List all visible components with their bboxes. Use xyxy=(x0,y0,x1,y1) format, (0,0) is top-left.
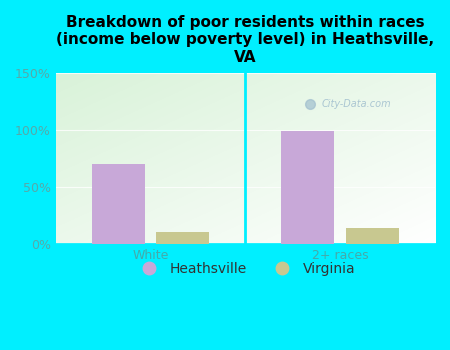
Bar xyxy=(346,228,399,244)
Bar xyxy=(156,232,209,244)
Bar xyxy=(281,131,334,244)
Title: Breakdown of poor residents within races
(income below poverty level) in Heathsv: Breakdown of poor residents within races… xyxy=(56,15,434,65)
Text: City-Data.com: City-Data.com xyxy=(321,99,391,109)
Bar xyxy=(92,164,145,244)
Legend: Heathsville, Virginia: Heathsville, Virginia xyxy=(130,256,361,281)
